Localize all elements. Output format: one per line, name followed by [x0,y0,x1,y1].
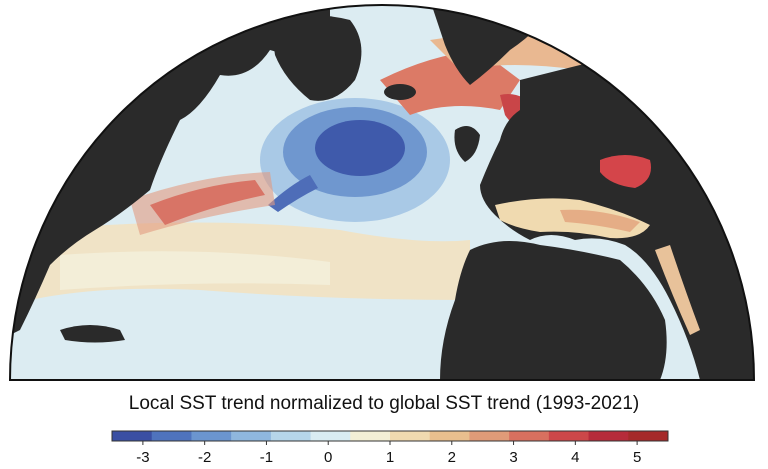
colorbar-swatch [628,431,669,441]
map-outline [8,4,756,381]
colorbar-swatch [429,431,470,441]
colorbar-swatch [270,431,312,441]
cold-streak-west [268,175,318,212]
colorbar-tick-label: -3 [136,449,149,466]
colorbar-swatch [469,431,510,441]
colorbar-swatch [112,431,153,441]
colorbar-tick-label: 0 [324,449,332,466]
land-caribbean [60,325,125,343]
colorbar-swatch [310,431,351,441]
land-africa [440,241,667,380]
colorbar-tick-label: 5 [633,449,641,466]
mediterranean-warm [560,209,640,232]
colorbar-tick-label: 4 [571,449,579,466]
colorbar-swatch [390,431,431,441]
land-british-isles [454,126,480,162]
land-iceland [384,84,416,100]
colorbar-swatch [509,431,550,441]
colorbar-swatches [112,431,669,441]
colorbar-tick-label: 1 [386,449,394,466]
black-sea-warm [600,155,651,188]
land-greenland [270,15,362,101]
map-title: Local SST trend normalized to global SST… [128,393,640,414]
sst-trend-map [8,4,756,381]
gulf-stream-halo [130,172,275,235]
warm-band-light [60,251,330,290]
colorbar-swatch [350,431,391,441]
colorbar: -3 -2 -1 0 1 2 3 4 5 [111,430,669,466]
colorbar-swatch [191,431,232,441]
colorbar-ticks: -3 -2 -1 0 1 2 3 4 5 [136,441,641,466]
colorbar-swatch [548,431,590,441]
red-sea [655,245,700,335]
colorbar-swatch [231,431,272,441]
colorbar-tick-label: -2 [198,449,211,466]
colorbar-tick-label: 2 [448,449,456,466]
cold-anomaly-core [315,120,405,176]
colorbar-tick-label: 3 [509,449,517,466]
colorbar-swatch [588,431,629,441]
colorbar-tick-label: -1 [260,449,273,466]
colorbar-swatch [151,431,192,441]
